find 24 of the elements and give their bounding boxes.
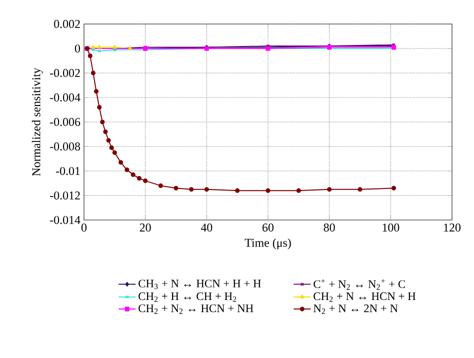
y-tick-label: -0.004 xyxy=(50,93,80,102)
y-tick-label: -0.012 xyxy=(50,191,80,200)
x-tick-label: 20 xyxy=(140,224,151,232)
legend-label: CH$_{2}$ + N$_{2}$ ↔ HCN + NH xyxy=(138,304,254,314)
y-tick-label: -0.014 xyxy=(50,216,80,224)
x-axis-title: Time (μs) xyxy=(244,238,291,250)
x-tick-label: 100 xyxy=(382,224,400,232)
legend-label: N$_{2}$ + N ↔ 2N + N xyxy=(314,304,398,314)
legend-label: CH$_{2}$ + N ↔ HCN + H xyxy=(314,292,416,302)
y-axis-title: Normalized sensitivity xyxy=(32,68,43,176)
y-tick-label: -0.002 xyxy=(50,68,80,78)
y-tick-label: -0.01 xyxy=(56,166,80,176)
x-tick-label: 120 xyxy=(444,224,461,232)
y-tick-label: -0.006 xyxy=(50,118,80,126)
x-tick-label: 60 xyxy=(262,224,274,232)
legend-label: CH$_{3}$ + N ↔ HCN + H + H xyxy=(138,280,261,290)
x-tick-label: 0 xyxy=(81,224,87,232)
x-tick-label: 80 xyxy=(324,224,335,232)
x-tick-label: 40 xyxy=(200,224,212,232)
y-tick-label: 0 xyxy=(74,44,80,53)
y-tick-label: -0.008 xyxy=(50,142,80,151)
legend-label: C$^{+}$ + N$_{2}$ ↔ N$_{2}$$^{+}$ + C xyxy=(314,279,405,290)
y-tick-label: 0.002 xyxy=(54,20,80,28)
legend-label: CH$_{2}$ + H ↔ CH + H$_{2}$ xyxy=(138,292,236,302)
